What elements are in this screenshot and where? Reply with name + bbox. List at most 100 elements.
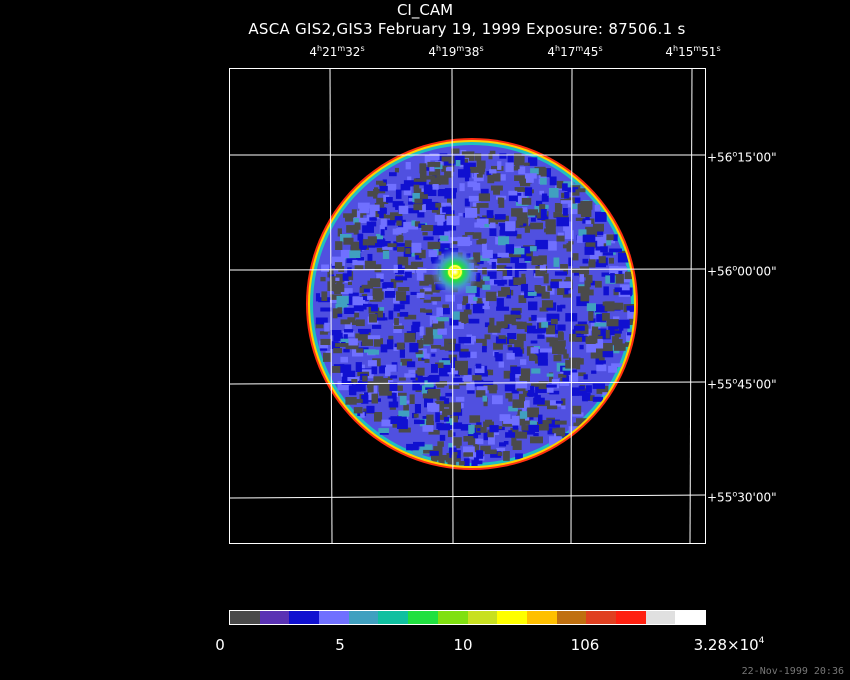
speckle-cell	[530, 385, 535, 394]
speckle-cell	[497, 451, 503, 456]
speckle-cell	[332, 366, 341, 373]
speckle-cell	[527, 325, 536, 334]
speckle-cell	[535, 239, 548, 250]
speckle-cell	[372, 324, 382, 329]
speckle-cell	[359, 208, 370, 214]
colorbar-swatch	[467, 611, 498, 624]
speckle-cell	[473, 457, 483, 465]
speckle-cell	[538, 414, 543, 424]
speckle-cell	[468, 294, 477, 304]
speckle-cell	[498, 236, 509, 246]
speckle-cell	[549, 337, 558, 347]
speckle-cell	[539, 190, 544, 195]
speckle-cell	[423, 184, 433, 195]
speckle-cell	[374, 264, 382, 273]
speckle-cell	[351, 209, 357, 218]
speckle-cell	[356, 348, 364, 353]
speckle-cell	[499, 229, 510, 236]
speckle-cell	[611, 363, 624, 367]
speckle-cell	[572, 253, 579, 261]
speckle-cell	[532, 292, 543, 297]
speckle-cell	[397, 287, 410, 291]
speckle-cell	[505, 230, 518, 237]
speckle-cell	[459, 183, 465, 192]
speckle-cell	[474, 222, 481, 228]
speckle-cell	[427, 375, 436, 383]
speckle-cell	[614, 287, 622, 293]
speckle-cell	[327, 281, 336, 291]
speckle-cell	[599, 357, 605, 361]
speckle-cell	[543, 273, 549, 284]
speckle-cell	[398, 377, 406, 381]
speckle-cell	[399, 349, 405, 358]
colorbar-swatch	[645, 611, 676, 624]
speckle-cell	[511, 415, 520, 426]
speckle-cell	[427, 161, 441, 168]
speckle-cell	[436, 455, 449, 461]
speckle-cell	[512, 440, 522, 450]
speckle-cell	[406, 361, 416, 368]
speckle-cell	[347, 317, 356, 323]
speckle-cell	[320, 307, 332, 312]
speckle-cell	[428, 181, 441, 186]
speckle-cell	[511, 307, 522, 314]
speckle-cell	[342, 331, 355, 337]
speckle-cell	[347, 267, 352, 277]
speckle-cell	[505, 221, 516, 232]
speckle-cell	[572, 405, 582, 415]
speckle-cell	[509, 334, 515, 344]
speckle-cell	[387, 183, 397, 191]
speckle-cell	[397, 419, 408, 429]
speckle-cell	[606, 237, 612, 246]
speckle-cell	[444, 343, 455, 351]
speckle-cell	[397, 246, 405, 252]
speckle-cell	[404, 314, 417, 320]
speckle-cell	[582, 258, 589, 264]
speckle-cell	[351, 379, 358, 383]
speckle-cell	[552, 345, 565, 354]
speckle-cell	[596, 364, 607, 372]
speckle-cell	[446, 215, 460, 226]
speckle-cell	[337, 307, 343, 314]
speckle-cell	[330, 341, 339, 345]
speckle-cell	[334, 311, 343, 318]
speckle-cell	[489, 425, 499, 433]
speckle-cell	[431, 345, 442, 349]
speckle-cell	[493, 342, 503, 350]
speckle-cell	[530, 347, 539, 354]
speckle-cell	[490, 451, 502, 458]
colorbar-swatch	[319, 611, 349, 624]
speckle-cell	[429, 166, 435, 174]
speckle-cell	[522, 429, 535, 435]
speckle-cell	[437, 217, 444, 226]
speckle-cell	[455, 360, 468, 371]
speckle-cell	[340, 249, 351, 259]
speckle-cell	[568, 257, 573, 267]
speckle-cell	[417, 377, 431, 384]
speckle-cell	[370, 278, 381, 288]
colorbar-swatch	[408, 611, 438, 624]
speckle-cell	[432, 225, 445, 236]
speckle-cell	[445, 392, 452, 397]
speckle-cell	[452, 452, 458, 456]
speckle-cell	[588, 280, 595, 286]
speckle-cell	[626, 305, 634, 311]
speckle-cell	[478, 193, 490, 202]
speckle-cell	[483, 397, 488, 407]
speckle-cell	[518, 217, 529, 228]
speckle-cell	[468, 452, 479, 459]
speckle-cell	[371, 365, 378, 375]
speckle-cell	[382, 179, 387, 185]
speckle-cell	[359, 330, 369, 335]
speckle-cell	[400, 358, 413, 363]
speckle-cell	[367, 191, 374, 197]
speckle-cell	[387, 339, 394, 350]
speckle-cell	[546, 325, 555, 335]
speckle-cell	[429, 153, 440, 161]
speckle-cell	[585, 274, 593, 283]
speckle-cell	[564, 192, 570, 199]
speckle-cell	[464, 198, 470, 207]
speckle-cell	[497, 161, 502, 170]
speckle-cell	[417, 212, 425, 218]
speckle-cell	[566, 243, 572, 252]
